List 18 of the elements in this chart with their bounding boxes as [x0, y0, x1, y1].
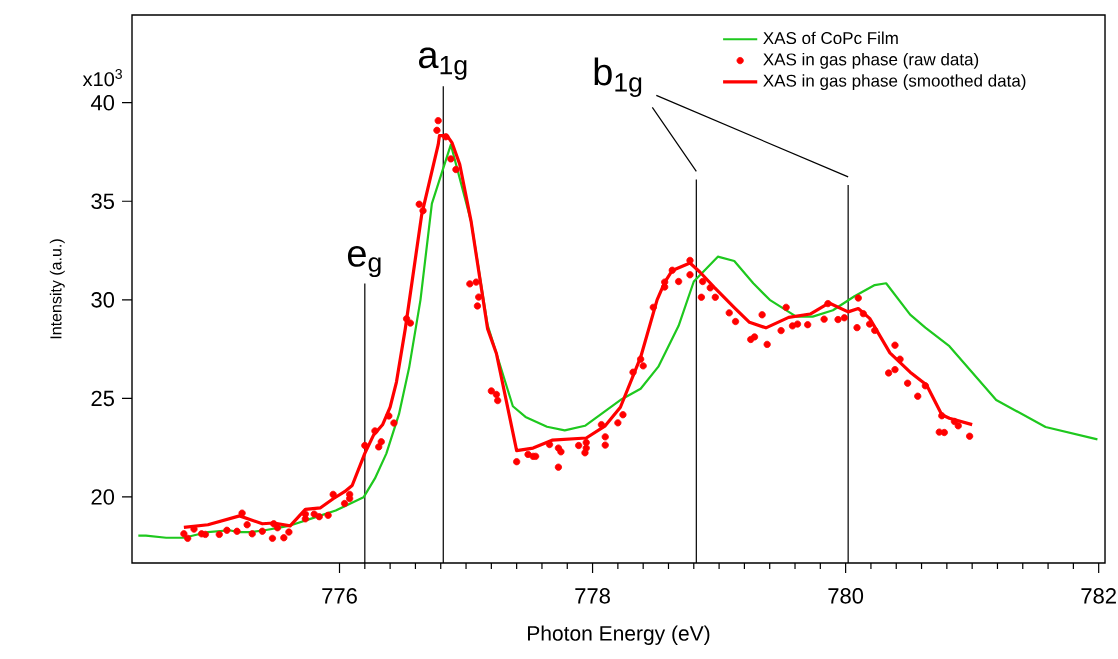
x-axis-title: Photon Energy (eV): [528, 625, 710, 645]
legend-label: XAS in gas phase (raw data): [763, 52, 979, 69]
x-tick-label: 776: [322, 588, 357, 604]
y-tick-label: 30: [91, 292, 115, 308]
y-tick-label: 25: [91, 390, 114, 407]
legend-label: XAS of CoPc Film: [763, 31, 898, 45]
x-tick-label: 782: [1081, 588, 1116, 604]
legend-label: XAS in gas phase (smoothed data): [763, 74, 1026, 91]
y-tick-label: 35: [91, 193, 114, 210]
text: x10$^{3}$: [82, 69, 122, 87]
x-tick-label: 780: [828, 588, 864, 604]
y-axis-title: Intensity (a.u.): [49, 239, 65, 339]
y-tick-label: 20: [91, 489, 115, 505]
ref-line-label: a$_{1g}$: [419, 47, 467, 80]
ref-line-label: b$_{1g}$: [594, 57, 642, 97]
y-tick-label: 40: [90, 94, 115, 111]
x-tick-label: 778: [575, 588, 610, 604]
ref-line-label: e$_{g}$: [347, 245, 381, 278]
